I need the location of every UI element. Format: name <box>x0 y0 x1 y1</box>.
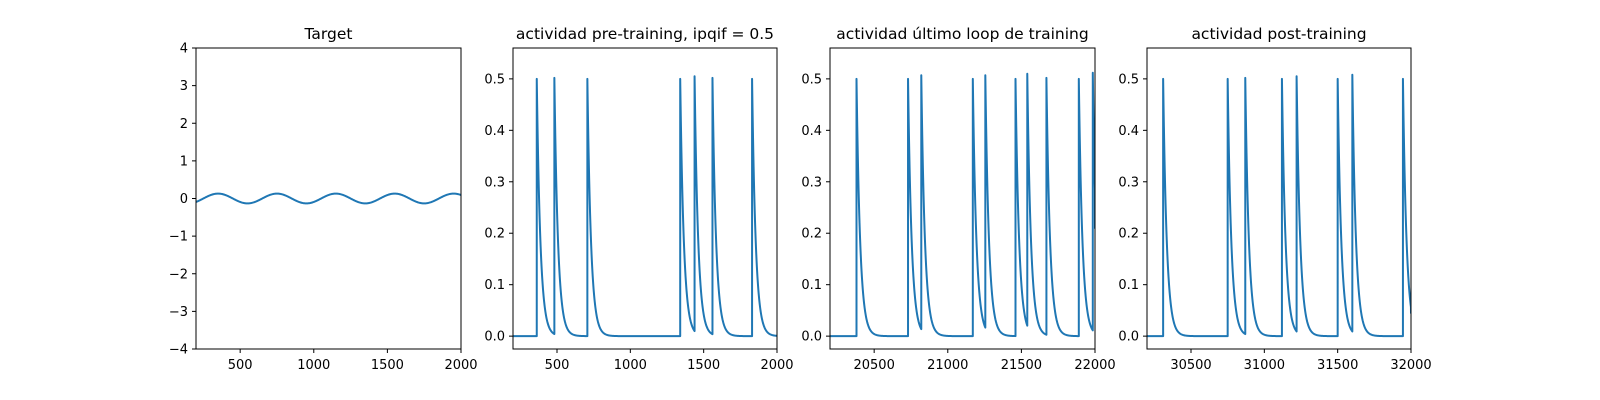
y-tick-label: −3 <box>169 305 188 320</box>
x-tick-label: 500 <box>228 358 253 373</box>
activity-line <box>513 75 777 338</box>
target-line <box>196 192 461 205</box>
y-tick-label: 1 <box>180 154 188 169</box>
x-tick-label: 2000 <box>444 358 477 373</box>
x-axis: 500 1000 1500 2000 <box>545 349 794 373</box>
subplot-pre-training: actividad pre-training, ipqif = 0.5 500 1… <box>484 25 793 373</box>
y-tick-label: −1 <box>169 230 188 245</box>
x-tick-label: 22000 <box>1074 358 1115 373</box>
y-axis: 0.0 0.1 0.2 0.3 0.4 0.5 <box>484 72 513 345</box>
y-axis: 0.0 0.1 0.2 0.3 0.4 0.5 <box>1118 72 1147 345</box>
y-tick-label: 0.3 <box>801 175 822 190</box>
x-tick-label: 21500 <box>1001 358 1042 373</box>
x-tick-label: 1000 <box>297 358 330 373</box>
activity-line <box>830 71 1095 338</box>
y-tick-label: 0.2 <box>484 227 505 242</box>
y-tick-label: 0.3 <box>1118 175 1139 190</box>
subplot-target: Target 500 1000 1500 2000 −4 −3 −2 −1 0 1 2 3 4 <box>169 25 478 373</box>
axes-frame <box>829 47 1096 350</box>
subplot-last-training-loop: actividad último loop de training 20500 2… <box>801 25 1115 373</box>
y-tick-label: 0.1 <box>484 278 505 293</box>
y-tick-label: 0.5 <box>801 72 822 87</box>
x-tick-label: 30500 <box>1170 358 1211 373</box>
y-tick-label: 0.2 <box>801 227 822 242</box>
y-tick-label: 0.1 <box>801 278 822 293</box>
x-tick-label: 2000 <box>760 358 793 373</box>
y-tick-label: 0.5 <box>1118 72 1139 87</box>
y-tick-label: −2 <box>169 267 188 282</box>
y-axis: −4 −3 −2 −1 0 1 2 3 4 <box>169 42 196 358</box>
y-tick-label: 4 <box>180 42 188 57</box>
y-axis: 0.0 0.1 0.2 0.3 0.4 0.5 <box>801 72 830 345</box>
y-tick-label: 0.2 <box>1118 227 1139 242</box>
subplot-title: actividad post-training <box>1191 25 1366 43</box>
x-axis: 30500 31000 31500 32000 <box>1170 349 1432 373</box>
y-tick-label: 0.4 <box>1118 124 1139 139</box>
activity-line <box>1147 73 1411 338</box>
x-tick-label: 1000 <box>614 358 647 373</box>
y-tick-label: 2 <box>180 117 188 132</box>
x-axis: 20500 21000 21500 22000 <box>853 349 1116 373</box>
y-tick-label: 0.0 <box>484 330 505 345</box>
y-tick-label: 0.4 <box>484 124 505 139</box>
x-tick-label: 31500 <box>1317 358 1358 373</box>
x-tick-label: 500 <box>545 358 570 373</box>
axes-frame <box>1146 47 1412 350</box>
x-axis: 500 1000 1500 2000 <box>228 349 478 373</box>
x-tick-label: 21000 <box>927 358 968 373</box>
y-tick-label: 0 <box>180 192 188 207</box>
axes-frame <box>512 47 778 350</box>
y-tick-label: 0.5 <box>484 72 505 87</box>
y-tick-label: −4 <box>169 343 188 358</box>
subplot-title: actividad pre-training, ipqif = 0.5 <box>516 25 774 43</box>
subplot-post-training: actividad post-training 30500 31000 31500 3… <box>1118 25 1431 373</box>
y-tick-label: 0.0 <box>801 330 822 345</box>
x-tick-label: 31000 <box>1244 358 1285 373</box>
y-tick-label: 0.1 <box>1118 278 1139 293</box>
y-tick-label: 0.0 <box>1118 330 1139 345</box>
x-tick-label: 32000 <box>1390 358 1431 373</box>
subplot-title: actividad último loop de training <box>836 25 1088 43</box>
y-tick-label: 0.3 <box>484 175 505 190</box>
x-tick-label: 1500 <box>687 358 720 373</box>
x-tick-label: 20500 <box>853 358 894 373</box>
x-tick-label: 1500 <box>371 358 404 373</box>
y-tick-label: 0.4 <box>801 124 822 139</box>
y-tick-label: 3 <box>180 79 188 94</box>
subplot-title: Target <box>304 25 353 43</box>
